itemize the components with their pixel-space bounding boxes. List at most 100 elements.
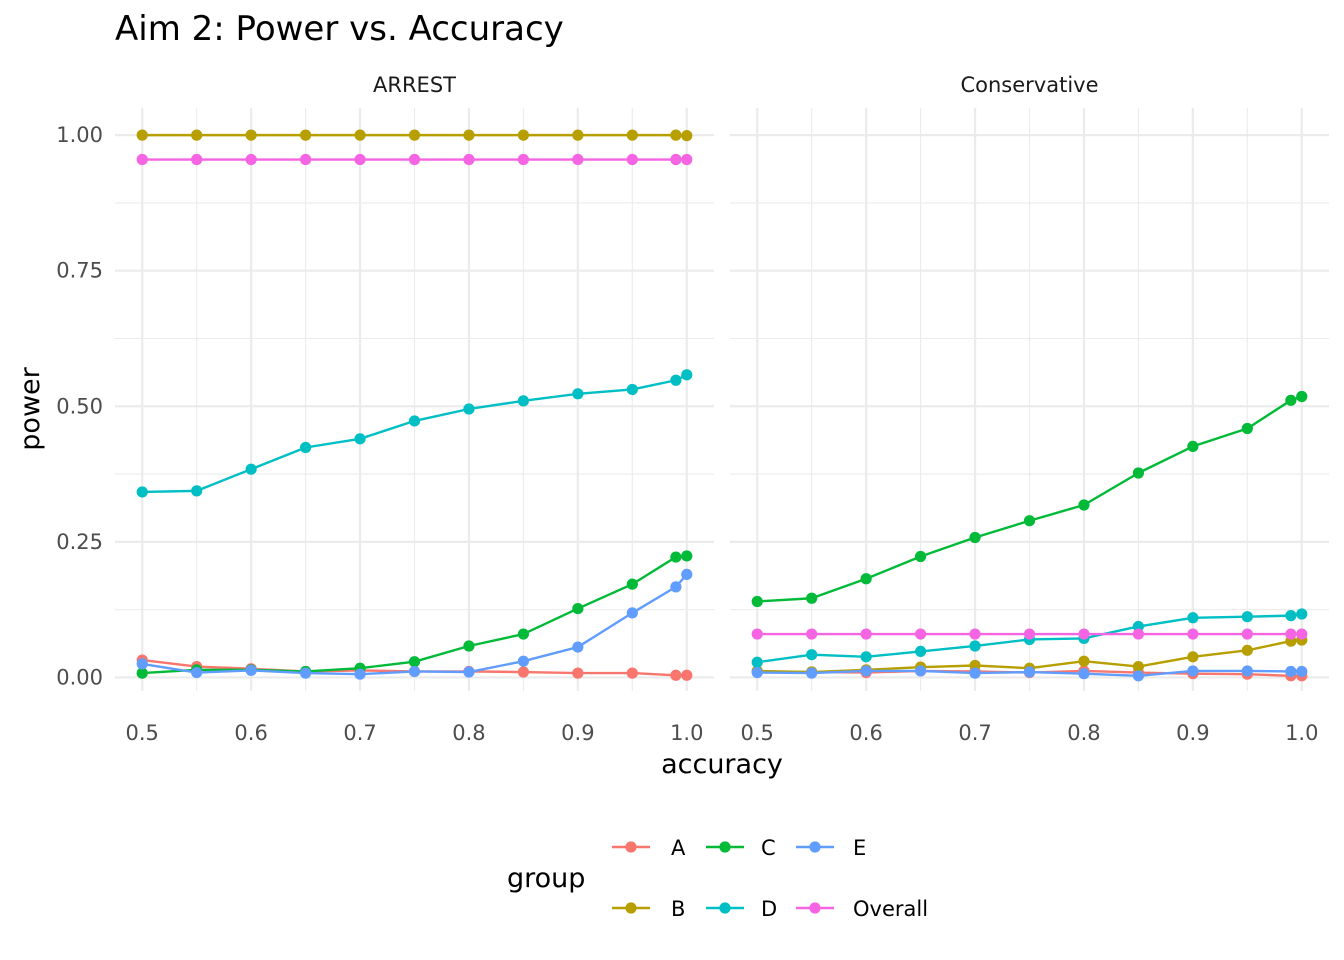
legend-label: A [671, 836, 686, 860]
data-point [245, 153, 257, 166]
legend-label: B [671, 897, 685, 921]
data-point [1023, 515, 1036, 527]
data-point [299, 441, 312, 454]
data-point [572, 129, 584, 141]
data-point [681, 369, 693, 381]
data-point [299, 667, 312, 679]
data-point [626, 129, 638, 141]
data-point [517, 395, 530, 407]
y-tick-label: 1.00 [56, 123, 103, 147]
data-point [806, 592, 818, 604]
data-point [136, 486, 148, 498]
data-point [969, 667, 981, 679]
data-point [572, 667, 584, 679]
series-line [757, 612, 1302, 664]
x-tick-label: 0.5 [126, 721, 159, 745]
x-tick-label: 0.7 [958, 721, 991, 745]
data-point [136, 658, 148, 670]
data-point [517, 655, 530, 667]
data-point [1241, 611, 1253, 623]
data-point [136, 153, 148, 166]
data-point [1241, 665, 1253, 677]
data-point [1078, 668, 1090, 680]
data-point [1023, 628, 1036, 640]
data-point [572, 602, 584, 615]
data-point [670, 374, 682, 386]
data-point [408, 153, 421, 166]
data-point [1132, 670, 1145, 682]
legend-entry-e: E [796, 836, 866, 860]
data-point [681, 568, 693, 581]
series-d [136, 369, 693, 498]
data-point [681, 550, 693, 562]
legend-entry-overall: Overall [796, 897, 928, 921]
data-point [860, 651, 872, 663]
data-point [626, 153, 638, 166]
data-point [751, 656, 763, 668]
legend-entry-c: C [706, 836, 776, 860]
series-line [142, 133, 687, 137]
series-line [757, 395, 1303, 603]
legend-key-point [625, 902, 637, 914]
data-point [463, 640, 475, 652]
legend-label: C [761, 836, 776, 860]
y-axis-title: power [15, 366, 46, 450]
data-point [517, 129, 530, 141]
series-b [136, 129, 693, 142]
data-point [914, 665, 927, 677]
x-tick-label: 1.0 [1285, 721, 1318, 745]
legend-label: Overall [853, 897, 928, 921]
data-point [245, 463, 257, 475]
legend-entry-a: A [612, 836, 686, 860]
data-point [1187, 651, 1199, 663]
x-tick-label: 0.5 [741, 721, 774, 745]
data-point [860, 628, 872, 640]
data-point [354, 433, 366, 445]
data-point [245, 129, 257, 141]
data-point [806, 649, 818, 661]
data-point [1296, 628, 1308, 640]
data-point [572, 388, 584, 400]
y-tick-label: 0.00 [56, 665, 103, 689]
x-tick-label: 0.6 [234, 721, 267, 745]
data-point [517, 666, 530, 678]
legend-key-point [809, 902, 821, 914]
chart-title: Aim 2: Power vs. Accuracy [115, 9, 564, 49]
facet-panel: Conservative 0.5 0.6 0.7 0.8 0.9 1.0 [730, 73, 1329, 745]
data-point [463, 403, 475, 415]
data-point [191, 666, 203, 679]
data-point [626, 607, 638, 619]
data-point [806, 628, 818, 640]
legend-label: E [853, 836, 866, 860]
data-point [354, 129, 366, 141]
series-c [751, 390, 1308, 608]
data-point [860, 573, 872, 585]
series-overall [751, 628, 1308, 640]
facet-strip-label: Conservative [960, 73, 1098, 97]
data-point [191, 129, 203, 141]
y-tick-label: 0.25 [56, 530, 103, 554]
data-point [463, 129, 475, 141]
data-point [626, 578, 638, 590]
data-point [1241, 628, 1253, 640]
data-point [1078, 628, 1090, 640]
data-point [1187, 628, 1199, 640]
series-e [136, 568, 693, 680]
data-point [354, 668, 366, 680]
data-point [517, 628, 530, 640]
data-point [1023, 666, 1036, 678]
legend-title: group [507, 863, 585, 894]
data-point [751, 666, 763, 679]
data-point [1285, 610, 1297, 622]
data-point [969, 640, 981, 652]
y-tick-label: 0.50 [56, 394, 103, 418]
x-tick-label: 0.9 [1176, 721, 1209, 745]
data-point [408, 415, 421, 427]
x-tick-label: 0.6 [849, 721, 882, 745]
data-point [914, 550, 927, 563]
data-point [299, 129, 312, 141]
data-point [299, 153, 312, 166]
data-point [626, 383, 638, 396]
data-point [572, 641, 584, 653]
